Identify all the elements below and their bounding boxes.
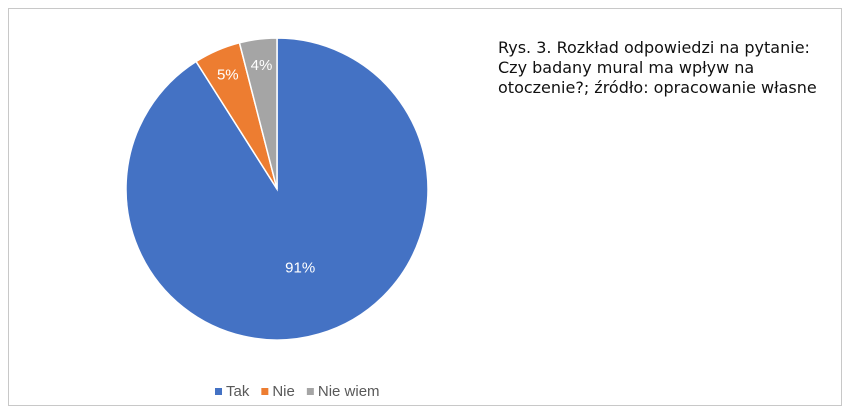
- legend-swatch: [261, 388, 269, 395]
- legend-swatch: [306, 388, 314, 395]
- legend-label: Tak: [226, 383, 250, 400]
- legend-label: Nie wiem: [318, 383, 380, 400]
- chart-title: Rys. 3. Rozkład odpowiedzi na pytanie: C…: [498, 38, 817, 97]
- data-label: 4%: [251, 57, 273, 74]
- legend-label: Nie: [272, 383, 295, 400]
- data-label: 5%: [217, 66, 239, 83]
- frame: [8, 8, 842, 406]
- data-label: 91%: [285, 260, 315, 277]
- pie-slice: [238, 37, 278, 190]
- legend-swatch: [215, 388, 222, 395]
